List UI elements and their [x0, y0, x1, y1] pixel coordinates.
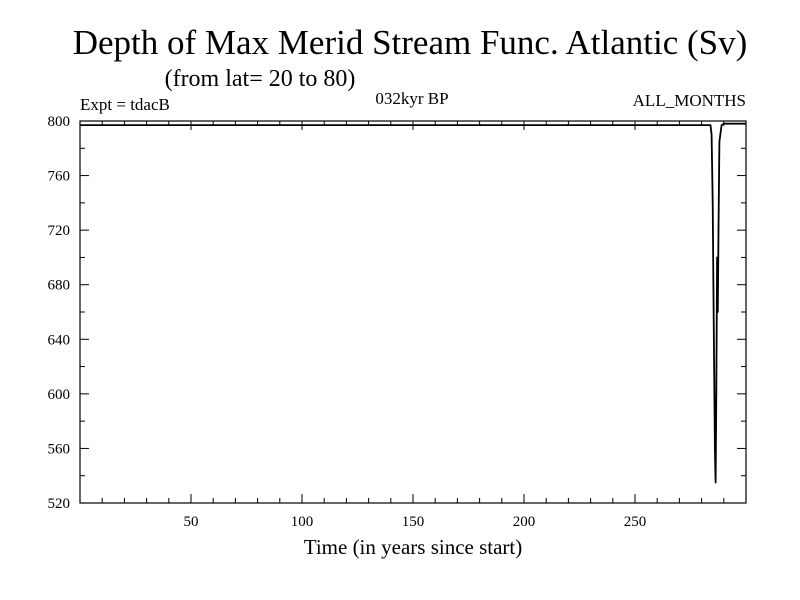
y-tick-label: 720 — [48, 223, 71, 239]
y-tick-label: 560 — [48, 441, 71, 457]
experiment-label: Expt = tdacB — [80, 95, 170, 114]
x-axis: 50 100 150 200 250 — [101, 121, 725, 530]
y-tick-label: 640 — [48, 332, 71, 348]
chart-title: Depth of Max Merid Stream Func. Atlantic… — [73, 23, 748, 62]
x-tick-label: 200 — [513, 514, 536, 530]
series-line — [80, 122, 746, 484]
x-tick-label: 100 — [291, 514, 314, 530]
x-tick-label: 50 — [184, 514, 199, 530]
y-tick-label: 800 — [48, 114, 71, 130]
plot-frame — [79, 120, 747, 504]
y-tick-label: 600 — [48, 387, 71, 403]
y-tick-label: 760 — [48, 169, 71, 185]
period-label: 032kyr BP — [375, 89, 448, 108]
x-tick-label: 150 — [402, 514, 425, 530]
x-tick-label: 250 — [624, 514, 647, 530]
x-axis-label: Time (in years since start) — [304, 535, 523, 559]
y-tick-label: 680 — [48, 278, 71, 294]
months-label: ALL_MONTHS — [633, 91, 746, 110]
y-axis: 520 560 600 640 680 720 760 800 — [48, 114, 746, 512]
chart-subtitle: (from lat= 20 to 80) — [165, 66, 356, 92]
y-tick-label: 520 — [48, 496, 71, 512]
